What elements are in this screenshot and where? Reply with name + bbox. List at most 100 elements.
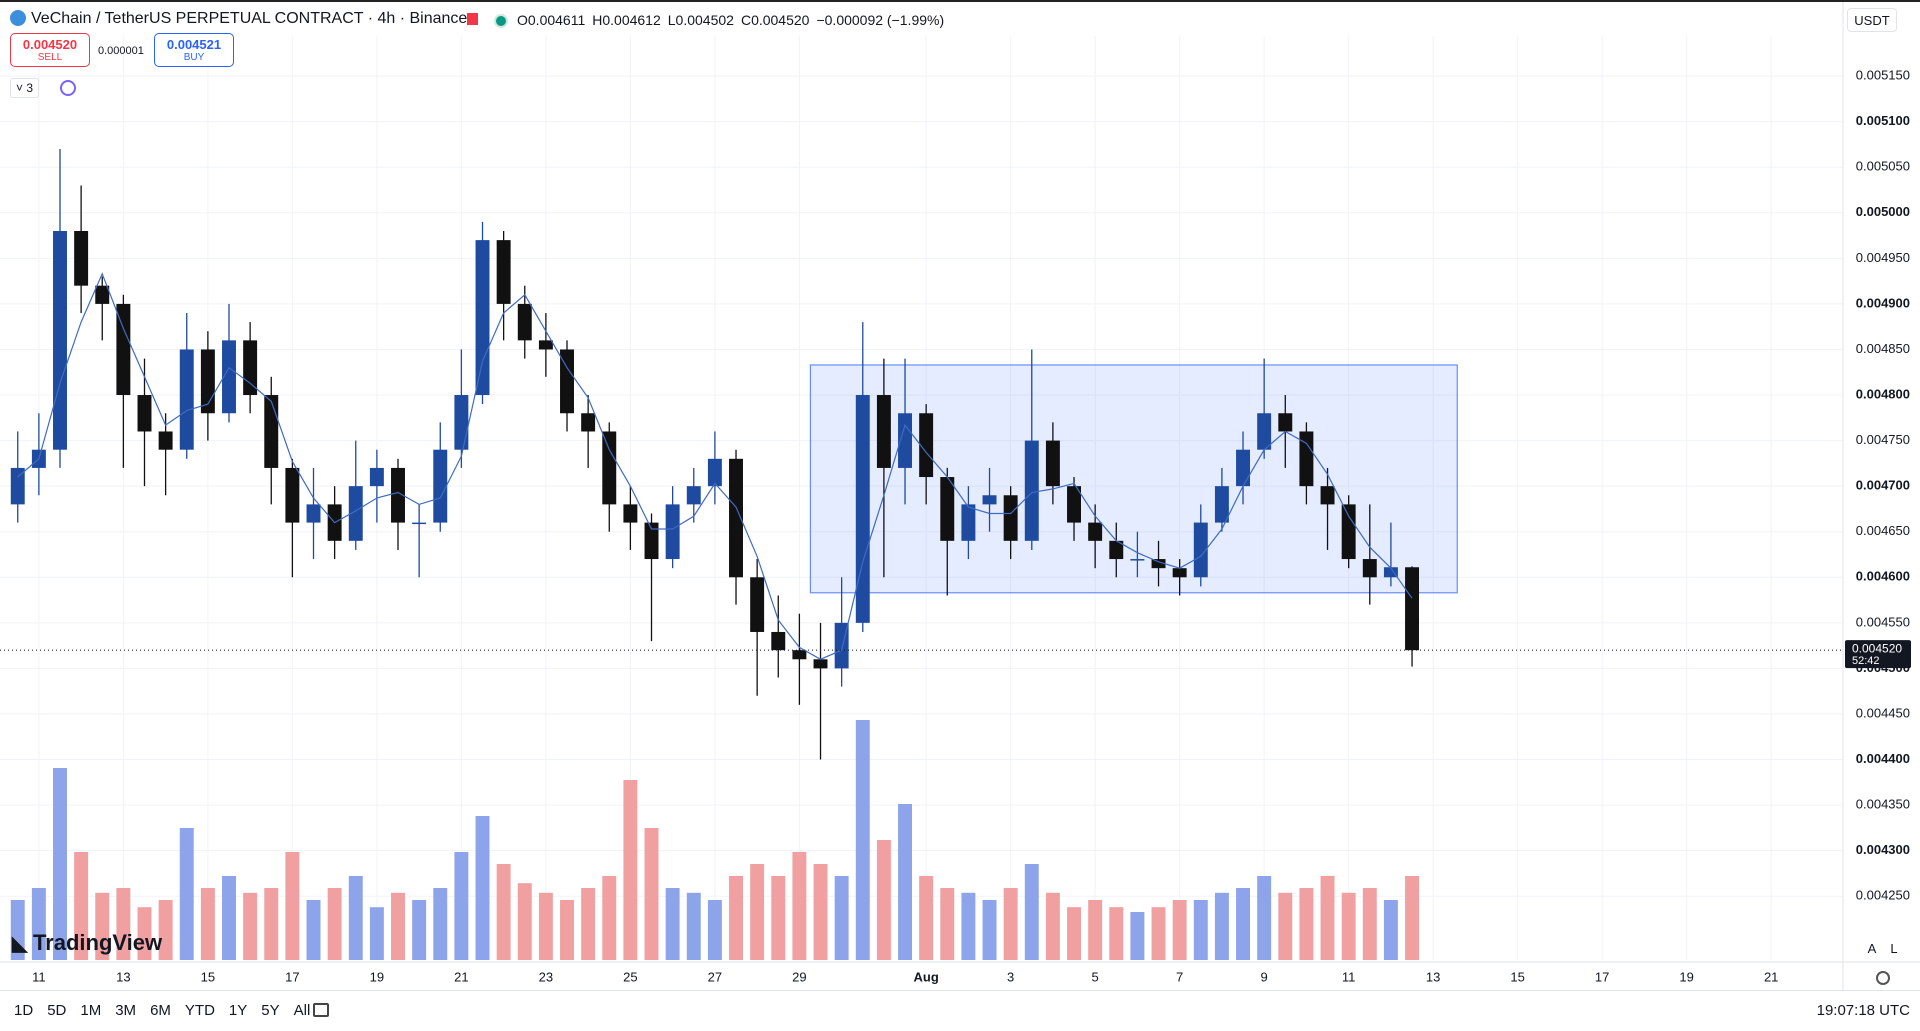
volume-bar	[369, 907, 384, 960]
volume-bar	[243, 892, 258, 960]
volume-bar	[1003, 888, 1018, 960]
volume-bar	[1088, 900, 1103, 960]
watermark-logo: ◣	[12, 933, 33, 955]
x-tick-label: 19	[1679, 969, 1693, 984]
candle-body	[538, 340, 553, 350]
range-button[interactable]: YTD	[184, 1002, 215, 1019]
candle-body	[1193, 522, 1208, 578]
date-range-icon[interactable]	[313, 1003, 329, 1017]
volume-bar	[31, 888, 46, 960]
x-tick-label: Aug	[914, 969, 939, 984]
last-price-badge	[1845, 640, 1911, 669]
volume-bar	[792, 852, 807, 960]
volume-bar	[158, 900, 173, 960]
x-tick-label: 13	[116, 969, 130, 984]
y-tick-label: 0.004900	[1856, 295, 1910, 310]
currency-button[interactable]: USDT	[1847, 8, 1897, 32]
range-button[interactable]: 5Y	[261, 1002, 280, 1019]
volume-bar	[264, 888, 279, 960]
buy-button[interactable]: 0.004521 BUY	[154, 33, 234, 67]
candle-body	[855, 395, 870, 623]
volume-bar	[1172, 900, 1187, 960]
candle-body	[623, 504, 638, 523]
scale-button-a[interactable]: A	[1867, 941, 1877, 956]
volume-bar	[327, 888, 342, 960]
y-tick-label: 0.005150	[1856, 68, 1910, 83]
symbol-icon	[10, 10, 26, 26]
sell-button[interactable]: 0.004520 SELL	[10, 33, 90, 67]
candle-body	[813, 659, 828, 669]
volume-bar	[602, 876, 617, 960]
volume-bar	[729, 876, 743, 960]
range-button[interactable]: All	[293, 1002, 311, 1019]
indicators-toggle[interactable]: ˅ 3	[10, 78, 40, 98]
candle-body	[10, 467, 25, 505]
volume-bar	[750, 864, 765, 960]
volume-bar	[1067, 907, 1081, 960]
clock: 19:07:18 UTC	[1816, 1002, 1910, 1019]
sell-price: 0.004520	[22, 37, 78, 52]
y-tick-label: 0.004850	[1856, 341, 1910, 356]
volume-bar	[982, 900, 997, 960]
volume-bar	[95, 892, 110, 960]
x-tick-label: 15	[201, 969, 215, 984]
ohlc-change: −0.000092 (−1.99%)	[816, 12, 945, 28]
candle-body	[940, 477, 955, 541]
candle-body	[1405, 567, 1420, 651]
x-tick-label: 13	[1426, 969, 1440, 984]
volume-bar	[116, 888, 131, 960]
volume-bar	[813, 864, 828, 960]
candle-body	[1362, 559, 1377, 578]
candle-body	[348, 486, 363, 541]
x-tick-label: 11	[32, 969, 46, 984]
x-tick-label: 19	[370, 969, 384, 984]
candle-body	[391, 467, 405, 523]
sync-icon[interactable]	[60, 80, 76, 96]
range-button[interactable]: 6M	[150, 1002, 171, 1019]
settings-icon[interactable]	[1876, 971, 1890, 985]
range-button[interactable]: 1D	[14, 1002, 34, 1019]
volume-bar	[285, 852, 300, 960]
candle-body	[686, 486, 701, 505]
buy-label: BUY	[183, 52, 205, 63]
volume-bar	[10, 900, 25, 960]
x-tick-label: 27	[708, 969, 722, 984]
candle-body	[1320, 486, 1335, 505]
range-button[interactable]: 1M	[80, 1002, 102, 1019]
volume-bar	[1151, 907, 1166, 960]
volume-bar	[1405, 876, 1420, 960]
candle-body	[729, 458, 743, 578]
candle-body	[1257, 413, 1272, 450]
chart-title[interactable]: VeChain / TetherUS PERPETUAL CONTRACT · …	[31, 10, 468, 27]
x-tick-label: 25	[623, 969, 637, 984]
candle-body	[665, 504, 680, 560]
x-tick-label: 9	[1261, 969, 1268, 984]
candle-body	[771, 631, 786, 651]
x-tick-label: 15	[1510, 969, 1524, 984]
volume-bar	[898, 804, 912, 960]
volume-bar	[1109, 907, 1124, 960]
volume-bar	[1278, 892, 1293, 960]
volume-bar	[665, 888, 680, 960]
candle-body	[179, 349, 194, 450]
scale-button-l[interactable]: L	[1890, 941, 1898, 956]
volume-bar	[1362, 888, 1377, 960]
candle-body	[454, 395, 469, 450]
volume-bar	[137, 907, 152, 960]
candle-body	[1109, 540, 1124, 560]
x-tick-label: 21	[1764, 969, 1778, 984]
ohlc-low: L0.004502	[667, 12, 734, 28]
candle-body	[222, 340, 236, 414]
volume-bar	[1045, 892, 1060, 960]
volume-bar	[1236, 888, 1251, 960]
range-button[interactable]: 1Y	[228, 1002, 248, 1019]
candle-body	[496, 240, 511, 304]
candle-body	[95, 285, 110, 304]
volume-bar	[771, 876, 786, 960]
bottom-toolbar: 1D 5D 1M 3M 6M YTD 1Y 5Y All 19:07:18 UTC	[0, 990, 1920, 1031]
volume-bar	[707, 900, 722, 960]
range-button[interactable]: 3M	[115, 1002, 137, 1019]
range-button[interactable]: 5D	[47, 1002, 67, 1019]
volume-bar	[919, 876, 934, 960]
